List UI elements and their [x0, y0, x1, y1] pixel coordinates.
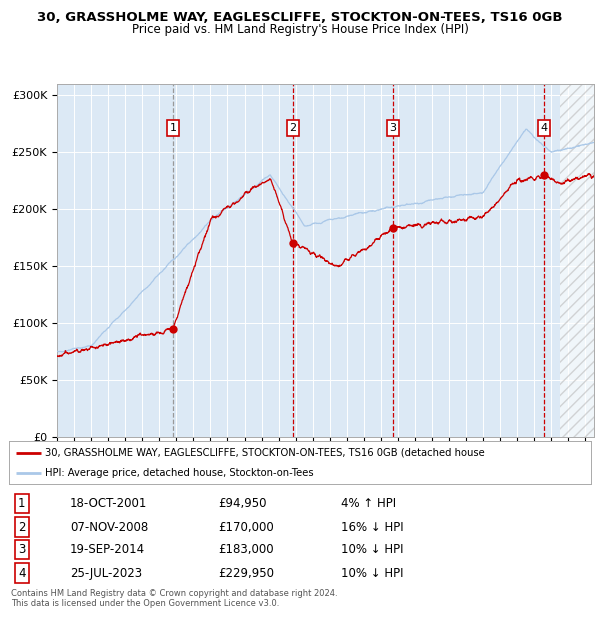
Text: 3: 3: [18, 543, 25, 556]
Text: £229,950: £229,950: [218, 567, 275, 580]
Text: 1: 1: [169, 123, 176, 133]
Text: 3: 3: [389, 123, 397, 133]
Text: 30, GRASSHOLME WAY, EAGLESCLIFFE, STOCKTON-ON-TEES, TS16 0GB: 30, GRASSHOLME WAY, EAGLESCLIFFE, STOCKT…: [37, 11, 563, 24]
Text: 2: 2: [18, 521, 26, 534]
Text: Price paid vs. HM Land Registry's House Price Index (HPI): Price paid vs. HM Land Registry's House …: [131, 23, 469, 36]
Text: 19-SEP-2014: 19-SEP-2014: [70, 543, 145, 556]
Text: 25-JUL-2023: 25-JUL-2023: [70, 567, 142, 580]
Text: 07-NOV-2008: 07-NOV-2008: [70, 521, 148, 534]
Text: £94,950: £94,950: [218, 497, 267, 510]
Text: HPI: Average price, detached house, Stockton-on-Tees: HPI: Average price, detached house, Stoc…: [45, 468, 314, 478]
Text: 16% ↓ HPI: 16% ↓ HPI: [341, 521, 403, 534]
Text: £170,000: £170,000: [218, 521, 274, 534]
Text: 4: 4: [18, 567, 26, 580]
Bar: [560, 84, 594, 437]
Text: 2: 2: [290, 123, 296, 133]
Text: Contains HM Land Registry data © Crown copyright and database right 2024.
This d: Contains HM Land Registry data © Crown c…: [11, 589, 337, 608]
Text: 4% ↑ HPI: 4% ↑ HPI: [341, 497, 396, 510]
Text: 30, GRASSHOLME WAY, EAGLESCLIFFE, STOCKTON-ON-TEES, TS16 0GB (detached house: 30, GRASSHOLME WAY, EAGLESCLIFFE, STOCKT…: [45, 448, 485, 458]
Bar: [560, 84, 594, 437]
Text: 10% ↓ HPI: 10% ↓ HPI: [341, 567, 403, 580]
Text: 18-OCT-2001: 18-OCT-2001: [70, 497, 148, 510]
Text: 10% ↓ HPI: 10% ↓ HPI: [341, 543, 403, 556]
Text: 1: 1: [18, 497, 26, 510]
Text: 4: 4: [541, 123, 547, 133]
Text: £183,000: £183,000: [218, 543, 274, 556]
